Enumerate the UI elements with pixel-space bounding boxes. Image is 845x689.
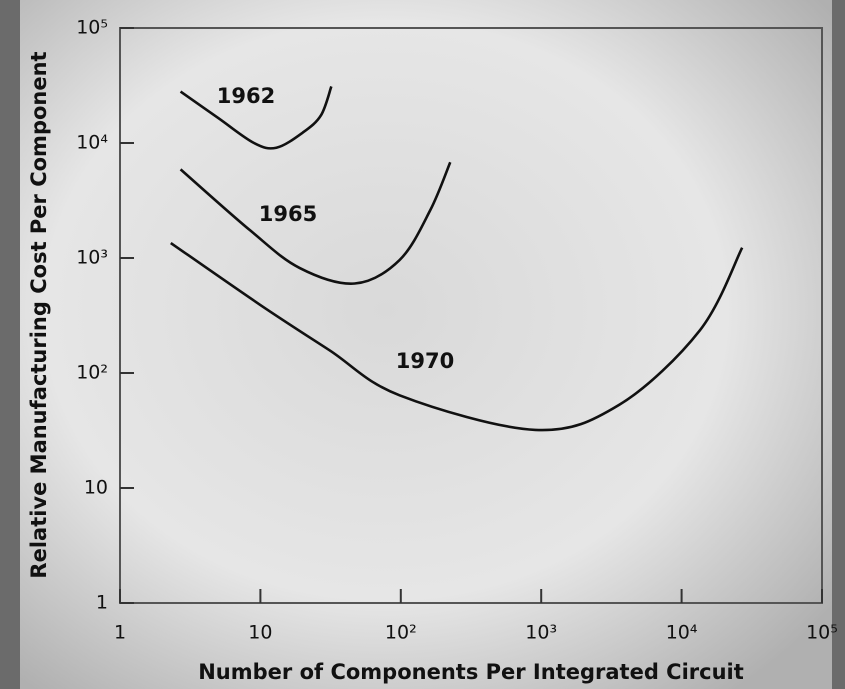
y-tick-label: 1 xyxy=(96,592,108,614)
x-tick-label: 10³ xyxy=(525,622,557,644)
y-axis-label: Relative Manufacturing Cost Per Componen… xyxy=(27,51,51,578)
series-line xyxy=(170,241,744,432)
x-tick-label: 10⁵ xyxy=(806,622,838,644)
series-label: 1970 xyxy=(396,349,454,373)
x-tick-label: 10² xyxy=(385,622,417,644)
x-tick-label: 10 xyxy=(248,622,272,644)
y-tick-label: 10 xyxy=(84,477,108,499)
x-axis-label: Number of Components Per Integrated Circ… xyxy=(198,660,744,684)
series-line xyxy=(179,86,333,150)
series-label: 1965 xyxy=(259,202,317,226)
y-tick-label: 10⁴ xyxy=(76,132,108,154)
series-line xyxy=(179,161,452,285)
y-tick-label: 10³ xyxy=(76,247,108,269)
x-tick-label: 1 xyxy=(114,622,126,644)
x-tick-label: 10⁴ xyxy=(666,622,698,644)
series-label: 1962 xyxy=(217,84,275,108)
y-tick-label: 10⁵ xyxy=(76,17,108,39)
y-tick-label: 10² xyxy=(76,362,108,384)
chart-panel xyxy=(20,0,832,689)
plot-frame xyxy=(119,27,823,604)
